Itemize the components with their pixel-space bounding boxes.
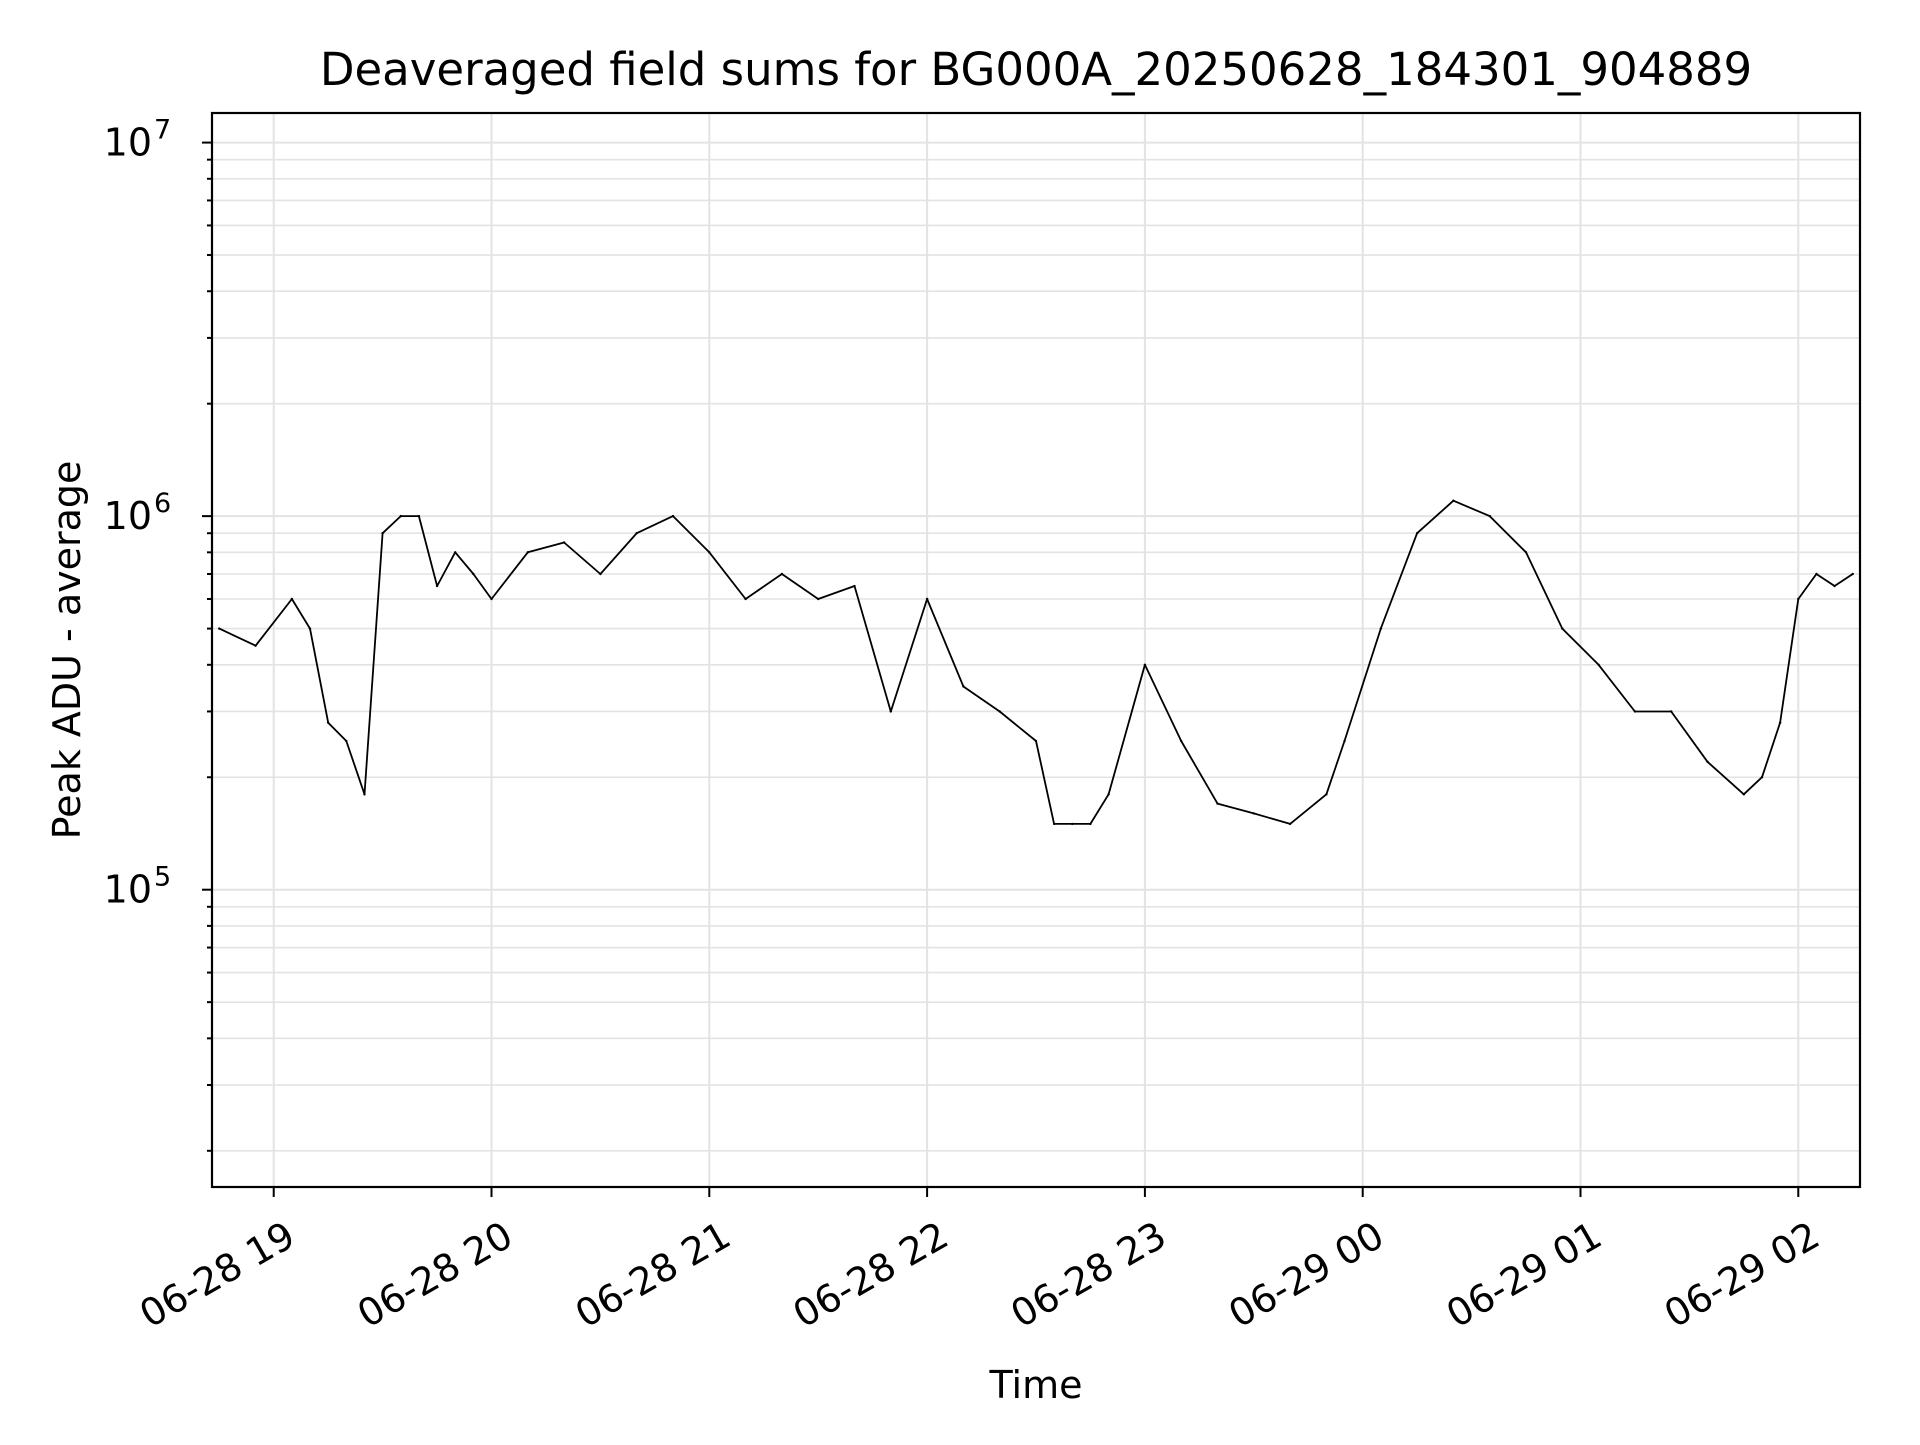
data-point xyxy=(1851,572,1854,576)
data-point xyxy=(1561,627,1564,630)
data-point xyxy=(1597,663,1600,666)
y-tick-exponent: 6 xyxy=(154,488,171,519)
data-point xyxy=(381,532,384,535)
data-point xyxy=(1633,710,1637,713)
data-point xyxy=(1216,802,1219,805)
data-point xyxy=(1760,776,1764,779)
data-point xyxy=(671,514,675,518)
data-point xyxy=(472,572,475,576)
data-point xyxy=(925,597,929,601)
data-point xyxy=(562,541,566,544)
data-point xyxy=(290,597,294,601)
data-point xyxy=(1742,793,1746,796)
data-point xyxy=(635,532,638,535)
data-point xyxy=(1670,710,1673,713)
data-point xyxy=(1815,572,1818,576)
data-point xyxy=(962,685,965,688)
data-point xyxy=(1143,663,1147,666)
data-point xyxy=(490,597,493,601)
data-point xyxy=(326,721,330,724)
y-axis-label: Peak ADU - average xyxy=(45,461,89,840)
data-point xyxy=(1089,822,1092,826)
data-point xyxy=(363,793,366,796)
data-point xyxy=(308,627,312,630)
y-tick-exponent: 7 xyxy=(154,115,171,146)
data-point xyxy=(1052,822,1056,826)
data-point xyxy=(1415,532,1419,535)
data-point xyxy=(1288,822,1292,826)
y-tick-label: 10 xyxy=(104,868,152,912)
data-point xyxy=(1179,739,1183,743)
data-point xyxy=(526,551,530,554)
data-point xyxy=(1252,812,1255,815)
data-point xyxy=(345,739,348,743)
x-axis-label: Time xyxy=(989,1363,1083,1407)
data-point xyxy=(780,572,784,576)
data-point xyxy=(744,597,747,601)
data-point xyxy=(1488,514,1491,518)
data-point xyxy=(1706,760,1709,763)
data-point xyxy=(1833,584,1836,588)
data-point xyxy=(1071,822,1074,826)
data-point xyxy=(1797,597,1800,601)
data-point xyxy=(817,597,820,601)
y-tick-label: 10 xyxy=(104,494,152,538)
y-tick-label: 10 xyxy=(104,121,152,165)
data-point xyxy=(1107,793,1110,796)
data-point xyxy=(889,710,893,713)
y-tick-exponent: 5 xyxy=(154,862,171,893)
data-point xyxy=(1034,739,1038,743)
plot-area xyxy=(218,499,1854,826)
data-point xyxy=(435,584,439,588)
data-point xyxy=(1524,551,1528,554)
data-point xyxy=(1343,739,1346,743)
data-point xyxy=(708,551,711,554)
data-point xyxy=(417,514,421,518)
data-point xyxy=(853,584,856,588)
plot-frame xyxy=(210,111,1862,1189)
data-point xyxy=(1778,721,1782,724)
data-point xyxy=(399,514,402,518)
grid xyxy=(212,113,1860,1187)
data-point xyxy=(1325,793,1328,796)
data-point xyxy=(454,551,457,554)
data-point xyxy=(1452,499,1455,502)
data-point xyxy=(599,572,602,576)
data-point xyxy=(218,627,221,630)
data-point xyxy=(998,710,1001,713)
data-point xyxy=(1379,627,1383,630)
data-point xyxy=(254,644,257,647)
chart-title: Deaveraged field sums for BG000A_2025062… xyxy=(320,43,1752,96)
